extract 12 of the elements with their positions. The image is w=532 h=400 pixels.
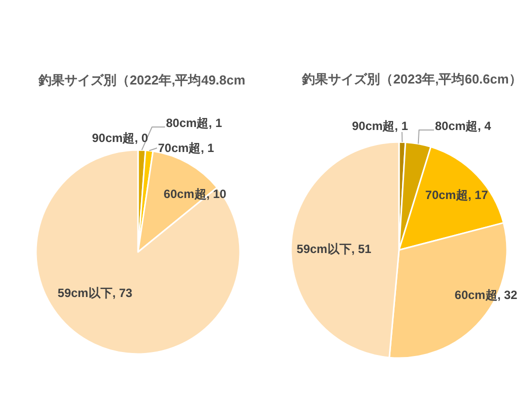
chart-title: 釣果サイズ別（2022年,平均49.8cm	[38, 72, 246, 88]
slice-label: 80cm超, 4	[434, 119, 492, 133]
slice-label: 80cm超, 1	[166, 116, 222, 130]
slice-label: 59cm以下, 51	[296, 242, 372, 256]
slice-label: 59cm以下, 73	[58, 286, 133, 300]
chart-title: 釣果サイズ別（2023年,平均60.6cm）	[301, 72, 522, 86]
category-label: 90cm超, 0	[92, 131, 148, 145]
slice-label: 90cm超, 1	[352, 119, 408, 133]
slice-label: 70cm超, 17	[425, 188, 488, 202]
slice-label: 60cm超, 32	[454, 288, 518, 302]
slice-label: 60cm超, 10	[164, 187, 227, 201]
slice-label: 70cm超, 1	[158, 141, 214, 155]
